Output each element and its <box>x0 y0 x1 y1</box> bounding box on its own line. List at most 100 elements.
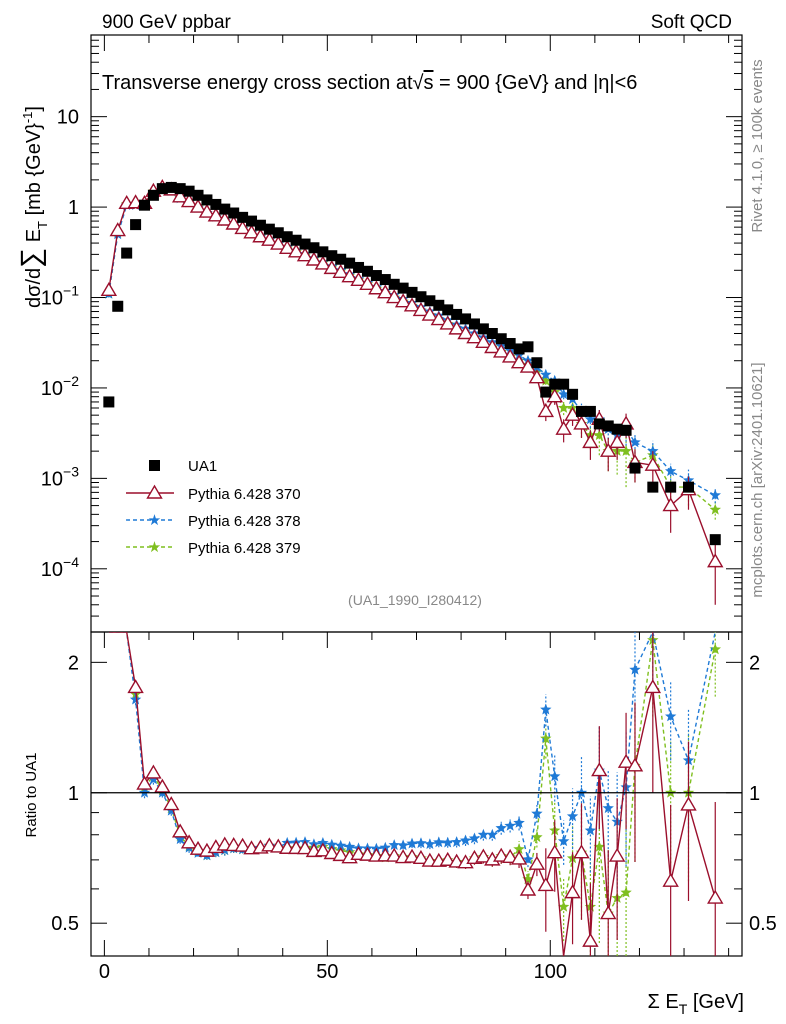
data-point <box>584 405 596 417</box>
ratio-y-tick-label-right: 0.5 <box>749 913 777 935</box>
data-point <box>602 420 614 432</box>
data-point <box>540 374 552 386</box>
ratio-point <box>495 822 507 833</box>
data-point <box>103 396 115 408</box>
data-point <box>314 255 332 270</box>
legend-label-ua1: UA1 <box>188 458 217 475</box>
ratio-point <box>540 732 552 744</box>
ratio-point <box>486 828 498 840</box>
data-point <box>379 274 391 286</box>
data-point <box>403 297 421 312</box>
data-point <box>629 436 641 448</box>
ylabel-t: T <box>35 221 50 229</box>
data-point <box>183 185 195 197</box>
ylabel-close: ] <box>23 106 45 112</box>
data-point <box>406 286 418 298</box>
data-point <box>424 295 436 307</box>
ratio-point <box>513 843 525 855</box>
data-point <box>287 243 305 258</box>
ylabel-sum: ∑ <box>15 248 46 268</box>
energy-label: 900 GeV ppbar <box>102 12 232 33</box>
data-point <box>709 534 721 546</box>
ratio-point <box>174 833 186 845</box>
data-point <box>451 308 463 320</box>
data-point <box>460 313 472 325</box>
data-point <box>121 247 133 259</box>
main-y-tick-exp: −4 <box>63 554 79 570</box>
data-point <box>528 369 546 384</box>
data-point <box>388 278 400 290</box>
data-point <box>558 378 570 390</box>
ratio-point <box>323 845 340 860</box>
x-tick-label: 50 <box>316 961 338 983</box>
data-point <box>252 228 269 243</box>
data-point <box>165 181 177 193</box>
data-point <box>198 203 216 218</box>
ratio-point <box>459 834 472 846</box>
data-point <box>457 325 474 340</box>
ratio-line <box>108 632 716 916</box>
data-point <box>504 338 516 350</box>
ratio-line <box>108 632 716 860</box>
ratio-point <box>629 663 641 675</box>
ratio-point <box>475 848 492 863</box>
data-point <box>246 215 258 227</box>
data-point <box>281 231 293 243</box>
series-square <box>103 181 721 546</box>
main-y-tick-label: 10−4 <box>41 554 79 581</box>
data-point <box>109 222 126 237</box>
data-point <box>344 257 356 269</box>
rivet-label: Rivet 4.1.0, ≥ 100k events <box>749 59 766 232</box>
data-point <box>237 211 249 223</box>
data-point <box>475 333 492 348</box>
ratio-point <box>557 835 570 847</box>
data-point <box>216 211 233 226</box>
ratio-point <box>326 838 338 850</box>
title-eta-symbol: η <box>598 72 609 94</box>
legend-label-p378: Pythia 6.428 378 <box>188 513 301 530</box>
ratio-point <box>424 838 436 849</box>
data-point <box>593 418 605 430</box>
data-point <box>600 442 617 457</box>
main-y-tick-base: 10 <box>57 107 79 129</box>
data-point <box>243 224 260 239</box>
data-point <box>350 271 367 287</box>
title-part-3: |<6 <box>609 72 637 94</box>
data-point <box>620 445 632 456</box>
title-part-1: Transverse energy cross section at <box>102 72 413 94</box>
data-point <box>296 247 314 262</box>
ratio-point <box>564 884 581 899</box>
legend-marker-p379: ★ <box>148 539 161 556</box>
data-point <box>484 339 501 354</box>
ratio-point <box>566 810 579 822</box>
data-point <box>647 445 659 456</box>
data-point <box>359 275 376 291</box>
data-point <box>709 503 721 515</box>
data-point <box>442 304 454 316</box>
ratio-point <box>644 679 662 694</box>
data-point <box>326 250 338 262</box>
ratio-point <box>412 849 430 865</box>
data-point <box>254 219 266 231</box>
ratio-point <box>501 848 519 863</box>
ratio-point <box>127 679 144 694</box>
data-point <box>341 268 358 283</box>
xlabel-sub: T <box>679 1001 688 1017</box>
ratio-point <box>270 838 287 853</box>
ratio-point <box>388 839 400 850</box>
data-point <box>468 318 480 330</box>
data-point <box>439 315 456 330</box>
main-y-tick-base: 10 <box>41 378 63 400</box>
ratio-y-tick-label-left: 2 <box>68 652 79 674</box>
series-star-blue <box>103 182 721 504</box>
ratio-point <box>662 872 679 887</box>
ratio-point <box>450 836 463 847</box>
data-point <box>308 242 320 254</box>
data-point <box>361 265 373 277</box>
ratio-point <box>335 839 347 851</box>
data-point <box>263 223 275 235</box>
main-y-tick-exp: −1 <box>63 283 79 299</box>
ratio-point <box>591 762 608 777</box>
